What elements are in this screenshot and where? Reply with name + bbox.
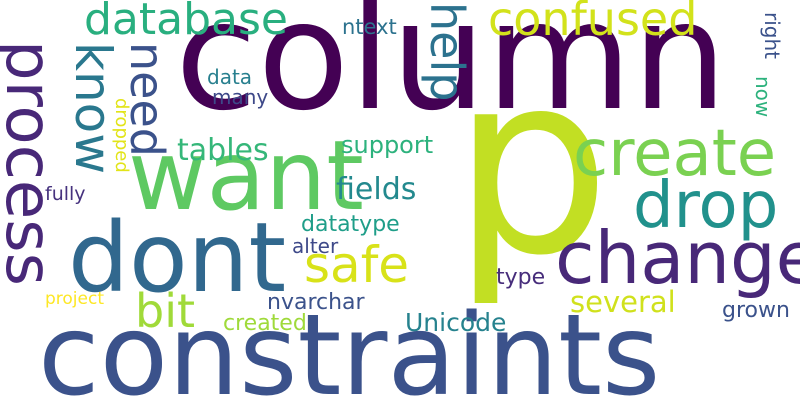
word-right: right bbox=[760, 12, 784, 59]
word-help: help bbox=[420, 2, 474, 102]
word-fully: fully bbox=[45, 183, 86, 205]
word-want: want bbox=[128, 120, 364, 232]
word-unicode: Unicode bbox=[405, 308, 507, 337]
word-process: process bbox=[0, 40, 65, 286]
word-database: database bbox=[84, 0, 288, 45]
word-created: created bbox=[223, 311, 307, 336]
word-ntext: ntext bbox=[342, 15, 397, 39]
word-alter: alter bbox=[292, 234, 339, 258]
word-bit: bit bbox=[135, 284, 196, 338]
word-create: create bbox=[573, 117, 777, 191]
word-fields: fields bbox=[336, 172, 417, 207]
word-safe: safe bbox=[304, 236, 410, 294]
word-type: type bbox=[496, 265, 546, 290]
word-data: data bbox=[207, 65, 253, 89]
word-dont: dont bbox=[68, 202, 287, 314]
word-dropped: dropped bbox=[111, 98, 132, 173]
word-constraints: constraints bbox=[38, 291, 661, 400]
word-nvarchar: nvarchar bbox=[267, 290, 365, 315]
word-drop: drop bbox=[633, 169, 779, 243]
word-confused: confused bbox=[488, 0, 698, 46]
word-project: project bbox=[45, 289, 105, 309]
word-column: column bbox=[175, 0, 728, 144]
word-p: p bbox=[452, 19, 611, 310]
word-several: several bbox=[570, 285, 676, 319]
word-tables: tables bbox=[177, 133, 269, 168]
word-now: now bbox=[751, 76, 775, 118]
word-grown: grown bbox=[722, 298, 790, 323]
word-many: many bbox=[212, 85, 269, 109]
word-change: change bbox=[555, 216, 800, 300]
word-support: support bbox=[341, 131, 434, 159]
word-datatype: datatype bbox=[301, 212, 400, 237]
